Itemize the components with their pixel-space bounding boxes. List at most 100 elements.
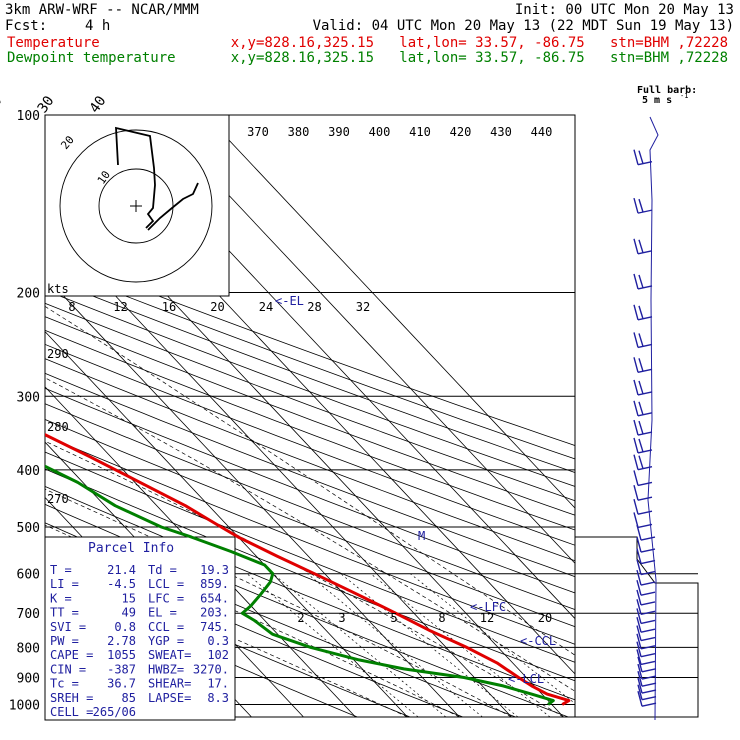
valid-time: Valid: 04 UTC Mon 20 May 13 (22 MDT Sun … [312,18,734,34]
wind-barb [641,689,657,694]
parcel-row-value: 15 [122,591,136,605]
parcel-row-value: 1055 [107,648,136,662]
init-time: Init: 00 UTC Mon 20 May 13 [514,2,734,18]
wind-barb [638,380,644,395]
wind-barb [636,616,642,633]
hodograph-ring [98,168,174,244]
wind-barb [640,619,656,625]
wind-barb [633,470,639,486]
parcel-row-value: -387 [107,662,136,676]
wind-barb [637,431,653,436]
level-annotations: <-EL <-LFC <-CCL <-LCL M [275,294,556,686]
wind-barb [637,481,653,487]
parcel-row-value: 203. [200,606,229,620]
dry-adiabat [45,581,358,717]
full-barb-units: 5 m s [642,95,672,106]
dry-adiabat [45,387,575,594]
wind-barb [638,420,644,435]
wind-barb [633,238,639,255]
parcel-row-value: 36.7 [107,677,136,691]
wind-barb [637,510,653,515]
pressure-label: 900 [17,672,40,687]
wind-barb [636,625,642,641]
wind-barb [637,343,653,349]
pressure-label: 500 [17,521,40,536]
theta-label: 430 [490,125,512,139]
mixing-ratio-label: 2 [297,611,304,625]
wind-barb [640,591,656,596]
pressure-label: 700 [17,607,40,622]
parcel-row-label: LFC = [148,591,184,605]
parcel-row-label: K = [50,591,72,605]
hodograph-speed-label: 16 [162,300,176,314]
wind-barb [633,419,639,436]
wind-barb [637,368,653,373]
theta-label: 420 [450,125,472,139]
hodograph-speed-label: 32 [356,300,370,314]
wind-barb [633,379,639,396]
mixing-ratio-label: 5 [390,611,397,625]
mixing-ratio-line [272,573,447,717]
dry-adiabat [45,435,575,645]
parcel-box-frame [44,536,236,721]
dry-adiabat [45,418,575,628]
wind-barb [633,400,639,416]
lfc-marker: <-LFC [470,600,506,614]
fcst-label: Fcst: [5,18,48,34]
parcel-row-label: CELL = [50,705,93,719]
wind-barb [638,401,644,415]
wind-barb [640,660,656,666]
full-barb-label: Full barb: [637,85,697,96]
wind-barb [637,677,643,694]
wind-barb [641,696,657,701]
wind-barb [633,437,639,454]
parcel-row-label: LI = [50,577,79,591]
wind-barb [641,702,657,707]
wind-barb [636,569,642,586]
wind-barb [633,499,639,515]
parcel-row-label: Td = [148,563,177,577]
moist-adiabat [45,305,575,656]
theta-label: 380 [288,125,310,139]
parcel-row-label: SREH = [50,691,93,705]
parcel-title: Parcel Info [88,541,174,556]
lcl-marker: <-LCL [508,672,544,686]
wind-barb [638,305,644,320]
parcel-row-label: TT = [50,606,79,620]
temperature-label: Temperature [7,35,100,51]
parcel-row-value: 8.3 [207,691,229,705]
wind-barb [637,656,643,673]
el-marker: <-EL [275,294,304,308]
wind-barb [638,455,644,469]
dry-adiabat [45,302,575,502]
wind-barb [637,670,643,687]
isotherm [45,275,460,717]
temperature-tick-label: 20 [0,93,5,116]
parcel-row-value: 265/06 [93,705,136,719]
theta-label: 370 [247,125,269,139]
wind-barb [637,391,653,396]
wind-barb [640,610,656,616]
parcel-row-label: SVI = [50,620,86,634]
axis-labels: 1002003004005006007008009001000-80-70-60… [0,93,552,713]
pressure-label: 400 [17,464,40,479]
parcel-row-value: 19.3 [200,563,229,577]
dewpoint-label: Dewpoint temperature [7,50,176,66]
wind-barb [640,581,656,586]
parcel-row-label: T = [50,563,72,577]
wind-barb [640,601,656,606]
theta-left-label: 270 [47,492,69,506]
wind-barb [633,197,639,214]
wind-barbs: Full barb:5 m s -1 [575,85,699,721]
parcel-row-value: 21.4 [107,563,136,577]
parcel-row-label: Tc = [50,677,79,691]
mixing-ratio-line [410,573,575,704]
full-barb-units-exponent: -1 [680,92,688,100]
hodograph-origin [130,200,142,212]
wind-barb [636,599,642,615]
parcel-row-label: HWBZ= [148,662,184,676]
wind-barb [640,653,656,658]
isotherm [205,115,575,509]
